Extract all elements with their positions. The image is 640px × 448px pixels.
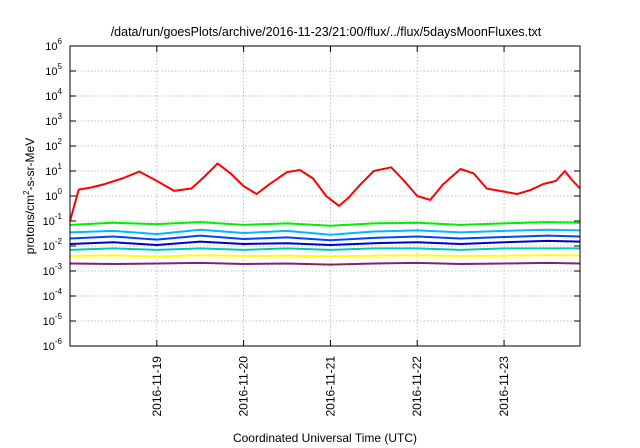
series-line — [69, 261, 581, 266]
y-tick-labels: 106 105 104 103 102 101 100 10-1 10-2 10-3 10-4 10-… — [43, 37, 63, 353]
y-tick-label: 10-1 — [43, 212, 63, 228]
y-axis-label-suffix: -s-sr-MeV — [23, 138, 37, 191]
y-tick-label: 10-6 — [43, 337, 63, 353]
grid — [70, 45, 580, 347]
plot-area-border — [69, 45, 581, 347]
series-line — [69, 162, 581, 222]
y-tick-label: 106 — [45, 37, 62, 53]
y-axis-label-prefix: protons/cm — [23, 195, 37, 254]
y-tick-label: 10-5 — [43, 312, 63, 328]
y-tick-label: 102 — [45, 137, 62, 153]
series-line — [69, 228, 581, 236]
series-line — [69, 247, 580, 251]
y-tick-label: 104 — [45, 87, 62, 103]
series-line — [69, 254, 581, 258]
series-lines — [69, 162, 581, 266]
y-axis-label: protons/cm2-s-sr-MeV — [22, 138, 37, 254]
y-axis-label-sup: 2 — [22, 190, 31, 195]
series-line — [69, 234, 581, 242]
x-tick-labels: 2016-11-19 2016-11-20 2016-11-21 2016-11-22… — [150, 356, 511, 417]
y-tick-label: 10-2 — [43, 237, 63, 253]
series-line — [69, 221, 581, 227]
chart-title: /data/run/goesPlots/archive/2016-11-23/2… — [111, 25, 542, 39]
x-tick-label: 2016-11-20 — [237, 356, 251, 417]
y-tick-label: 10-3 — [43, 262, 63, 278]
y-tick-label: 10-4 — [43, 287, 63, 303]
y-tick-label: 103 — [45, 112, 62, 128]
x-tick-label: 2016-11-22 — [410, 356, 424, 417]
x-axis-label: Coordinated Universal Time (UTC) — [233, 431, 417, 445]
y-tick-label: 105 — [45, 62, 62, 78]
series-line — [69, 239, 581, 246]
x-tick-label: 2016-11-23 — [497, 356, 511, 417]
x-tick-label: 2016-11-19 — [150, 356, 164, 417]
y-tick-label: 100 — [45, 187, 62, 203]
y-tick-label: 101 — [45, 162, 62, 178]
x-tick-label: 2016-11-21 — [323, 356, 337, 417]
